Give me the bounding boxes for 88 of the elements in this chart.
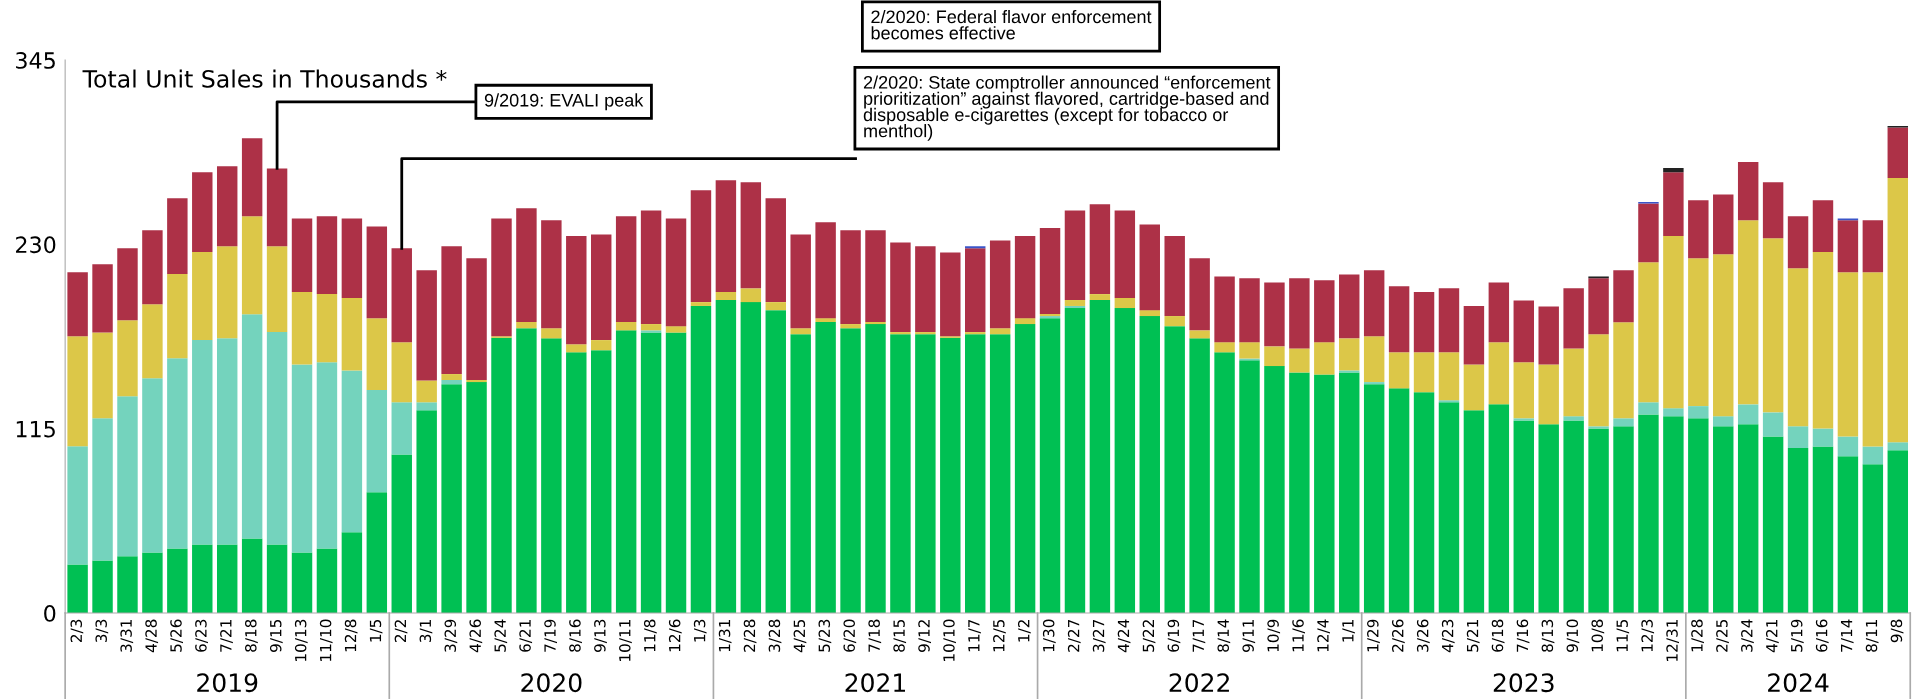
x-tick-label: 11/8 xyxy=(643,619,657,652)
x-tick-label: 7/19 xyxy=(544,619,557,652)
x-tick-label: 7/14 xyxy=(1840,619,1854,652)
x-tick-label: 4/28 xyxy=(145,619,159,653)
text: 2024 xyxy=(1768,673,1829,693)
x-tick-label: 9/8 xyxy=(1890,619,1904,643)
y-tick-label: 115 xyxy=(16,420,55,438)
x-tick-label: 1/1 xyxy=(1342,619,1355,642)
x-tick-label: 6/19 xyxy=(1167,619,1181,652)
annotation: 2/2020: State comptroller announced “enforcement prioritization” against flavored, cartridge-based and disposable e-cigarettes (except for tobacco or menthol) xyxy=(863,75,1271,141)
x-tick-label: 11/7 xyxy=(968,619,981,652)
y-tick-label: 345 xyxy=(16,52,55,69)
x-tick-label: 4/24 xyxy=(1117,619,1131,653)
x-tick-label: 10/13 xyxy=(294,619,308,661)
x-tick-label: 2/28 xyxy=(743,619,757,652)
x-tick-label: 8/14 xyxy=(1217,619,1231,652)
x-tick-label: 5/22 xyxy=(1142,620,1156,652)
x-tick-label: 5/26 xyxy=(170,619,183,652)
x-tick-label: 10/8 xyxy=(1591,619,1605,652)
x-tick-label: 3/27 xyxy=(1092,619,1106,652)
text: 2019 xyxy=(197,673,258,693)
text: 2021 xyxy=(845,673,905,693)
x-tick-label: 1/3 xyxy=(693,619,707,642)
text: 2020 xyxy=(521,673,582,693)
x-tick-label: 1/2 xyxy=(1017,620,1031,642)
x-tick-label: 2/26 xyxy=(1391,619,1405,652)
x-tick-label: 2/27 xyxy=(1067,619,1081,652)
x-tick-label: 12/31 xyxy=(1666,619,1680,661)
x-tick-label: 3/28 xyxy=(768,619,782,652)
y-tick-label: 230 xyxy=(16,236,56,254)
x-tick-label: 6/20 xyxy=(843,619,857,652)
text: 2022 xyxy=(1169,673,1229,693)
text: 2023 xyxy=(1493,673,1554,693)
x-tick-label: 4/25 xyxy=(793,619,807,653)
x-tick-label: 1/30 xyxy=(1042,619,1056,652)
x-tick-label: 8/11 xyxy=(1865,619,1879,652)
x-tick-label: 5/23 xyxy=(818,619,832,652)
x-tick-label: 6/23 xyxy=(195,619,208,652)
x-tick-label: 5/24 xyxy=(494,619,508,652)
x-tick-label: 9/11 xyxy=(1242,619,1256,652)
x-tick-label: 8/13 xyxy=(1541,619,1555,652)
x-tick-label: 4/26 xyxy=(469,619,483,653)
x-tick-label: 10/10 xyxy=(943,619,956,661)
x-tick-label: 3/24 xyxy=(1741,619,1754,652)
x-tick-label: 11/5 xyxy=(1616,619,1630,652)
x-tick-label: 11/6 xyxy=(1292,619,1306,652)
x-tick-label: 3/1 xyxy=(419,619,433,642)
x-tick-label: 7/17 xyxy=(1192,619,1206,652)
x-tick-label: 12/5 xyxy=(993,619,1006,652)
x-tick-label: 12/8 xyxy=(344,619,358,652)
x-tick-label: 12/3 xyxy=(1641,619,1655,652)
annotation: 9/2019: EVALI peak xyxy=(484,93,644,111)
x-tick-label: 1/5 xyxy=(369,619,383,642)
x-tick-label: 4/21 xyxy=(1765,619,1779,653)
x-tick-label: 2/25 xyxy=(1716,619,1729,652)
x-tick-label: 7/18 xyxy=(868,619,882,652)
x-tick-label: 9/15 xyxy=(269,619,283,652)
x-tick-label: 12/6 xyxy=(668,619,682,652)
x-tick-label: 8/16 xyxy=(569,619,582,652)
x-tick-label: 1/28 xyxy=(1691,619,1704,652)
x-tick-label: 12/4 xyxy=(1317,619,1330,652)
x-tick-label: 11/10 xyxy=(319,619,333,661)
chart-title: Total Unit Sales in Thousands * xyxy=(82,69,447,88)
x-tick-label: 9/13 xyxy=(594,619,607,652)
x-tick-label: 3/3 xyxy=(95,619,109,642)
x-tick-label: 5/19 xyxy=(1790,619,1804,652)
x-tick-label: 6/21 xyxy=(519,619,533,652)
x-tick-label: 1/29 xyxy=(1367,619,1380,652)
x-tick-label: 8/15 xyxy=(893,619,907,652)
x-tick-label: 7/16 xyxy=(1516,619,1530,652)
x-tick-label: 3/29 xyxy=(444,619,458,652)
x-tick-label: 1/31 xyxy=(718,619,732,652)
x-tick-label: 10/9 xyxy=(1267,619,1281,652)
x-tick-label: 3/26 xyxy=(1416,619,1430,652)
x-tick-label: 9/12 xyxy=(918,620,931,652)
x-tick-label: 2/3 xyxy=(70,619,84,643)
x-tick-label: 6/16 xyxy=(1815,619,1829,652)
x-tick-label: 6/18 xyxy=(1491,619,1505,652)
x-tick-label: 2/2 xyxy=(394,620,408,643)
x-tick-label: 8/18 xyxy=(245,619,258,652)
x-tick-label: 9/10 xyxy=(1566,619,1580,652)
x-tick-label: 5/21 xyxy=(1466,619,1480,652)
x-tick-label: 3/31 xyxy=(120,619,134,652)
x-tick-label: 10/11 xyxy=(619,619,632,661)
x-tick-label: 7/21 xyxy=(220,619,233,652)
text: 2/2020: Federal flavor enforcement becomes effective xyxy=(871,9,1152,40)
x-tick-label: 4/23 xyxy=(1441,619,1455,653)
y-tick-label: 0 xyxy=(44,604,56,622)
